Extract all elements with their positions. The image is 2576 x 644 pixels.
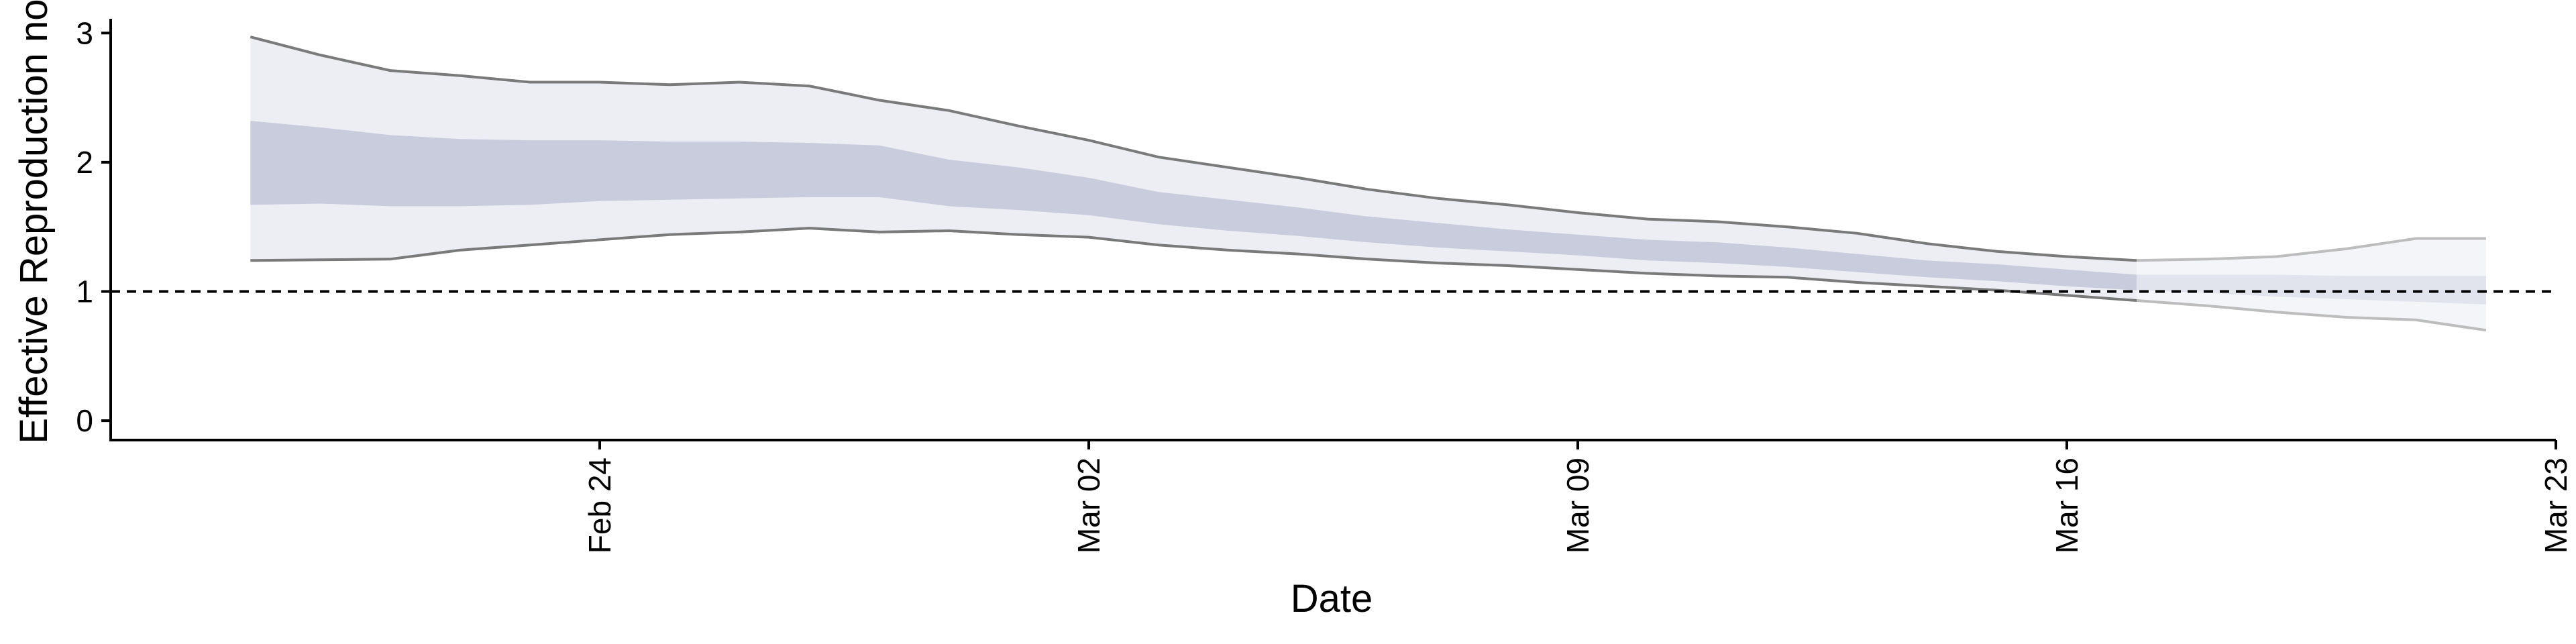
y-tick-label-1: 1 bbox=[76, 274, 93, 309]
lower-bound-line-nowcast bbox=[2136, 299, 2487, 332]
x-tick-label-0: Feb 24 bbox=[582, 458, 617, 553]
y-tick-label-3: 3 bbox=[76, 15, 93, 50]
y-tick-label-0: 0 bbox=[76, 403, 93, 438]
upper-bound-line-nowcast bbox=[2137, 237, 2486, 262]
band-50-layer bbox=[250, 121, 2486, 305]
lower-bound-line bbox=[250, 227, 2137, 302]
x-axis-title: Date bbox=[1291, 577, 1373, 621]
y-tick-label-2: 2 bbox=[76, 145, 93, 180]
axes-layer bbox=[101, 19, 2557, 449]
x-tick-label-4: Mar 23 bbox=[2538, 458, 2573, 553]
y-axis-title: Effective Reproduction no bbox=[12, 0, 56, 444]
labels-layer: 0 1 2 3 Feb 24 Mar 02 Mar 09 Mar 16 Mar 23 bbox=[76, 15, 2573, 553]
x-tick-label-2: Mar 09 bbox=[1560, 458, 1595, 553]
ci95-band-estimate bbox=[250, 37, 2137, 301]
x-tick-label-3: Mar 16 bbox=[2049, 458, 2084, 553]
ci50-band-nowcast bbox=[2137, 274, 2486, 305]
bound-lines-layer bbox=[250, 36, 2487, 332]
x-tick-label-1: Mar 02 bbox=[1071, 458, 1106, 553]
upper-bound-line bbox=[250, 36, 2137, 262]
ci50-band-estimate bbox=[250, 121, 2137, 290]
